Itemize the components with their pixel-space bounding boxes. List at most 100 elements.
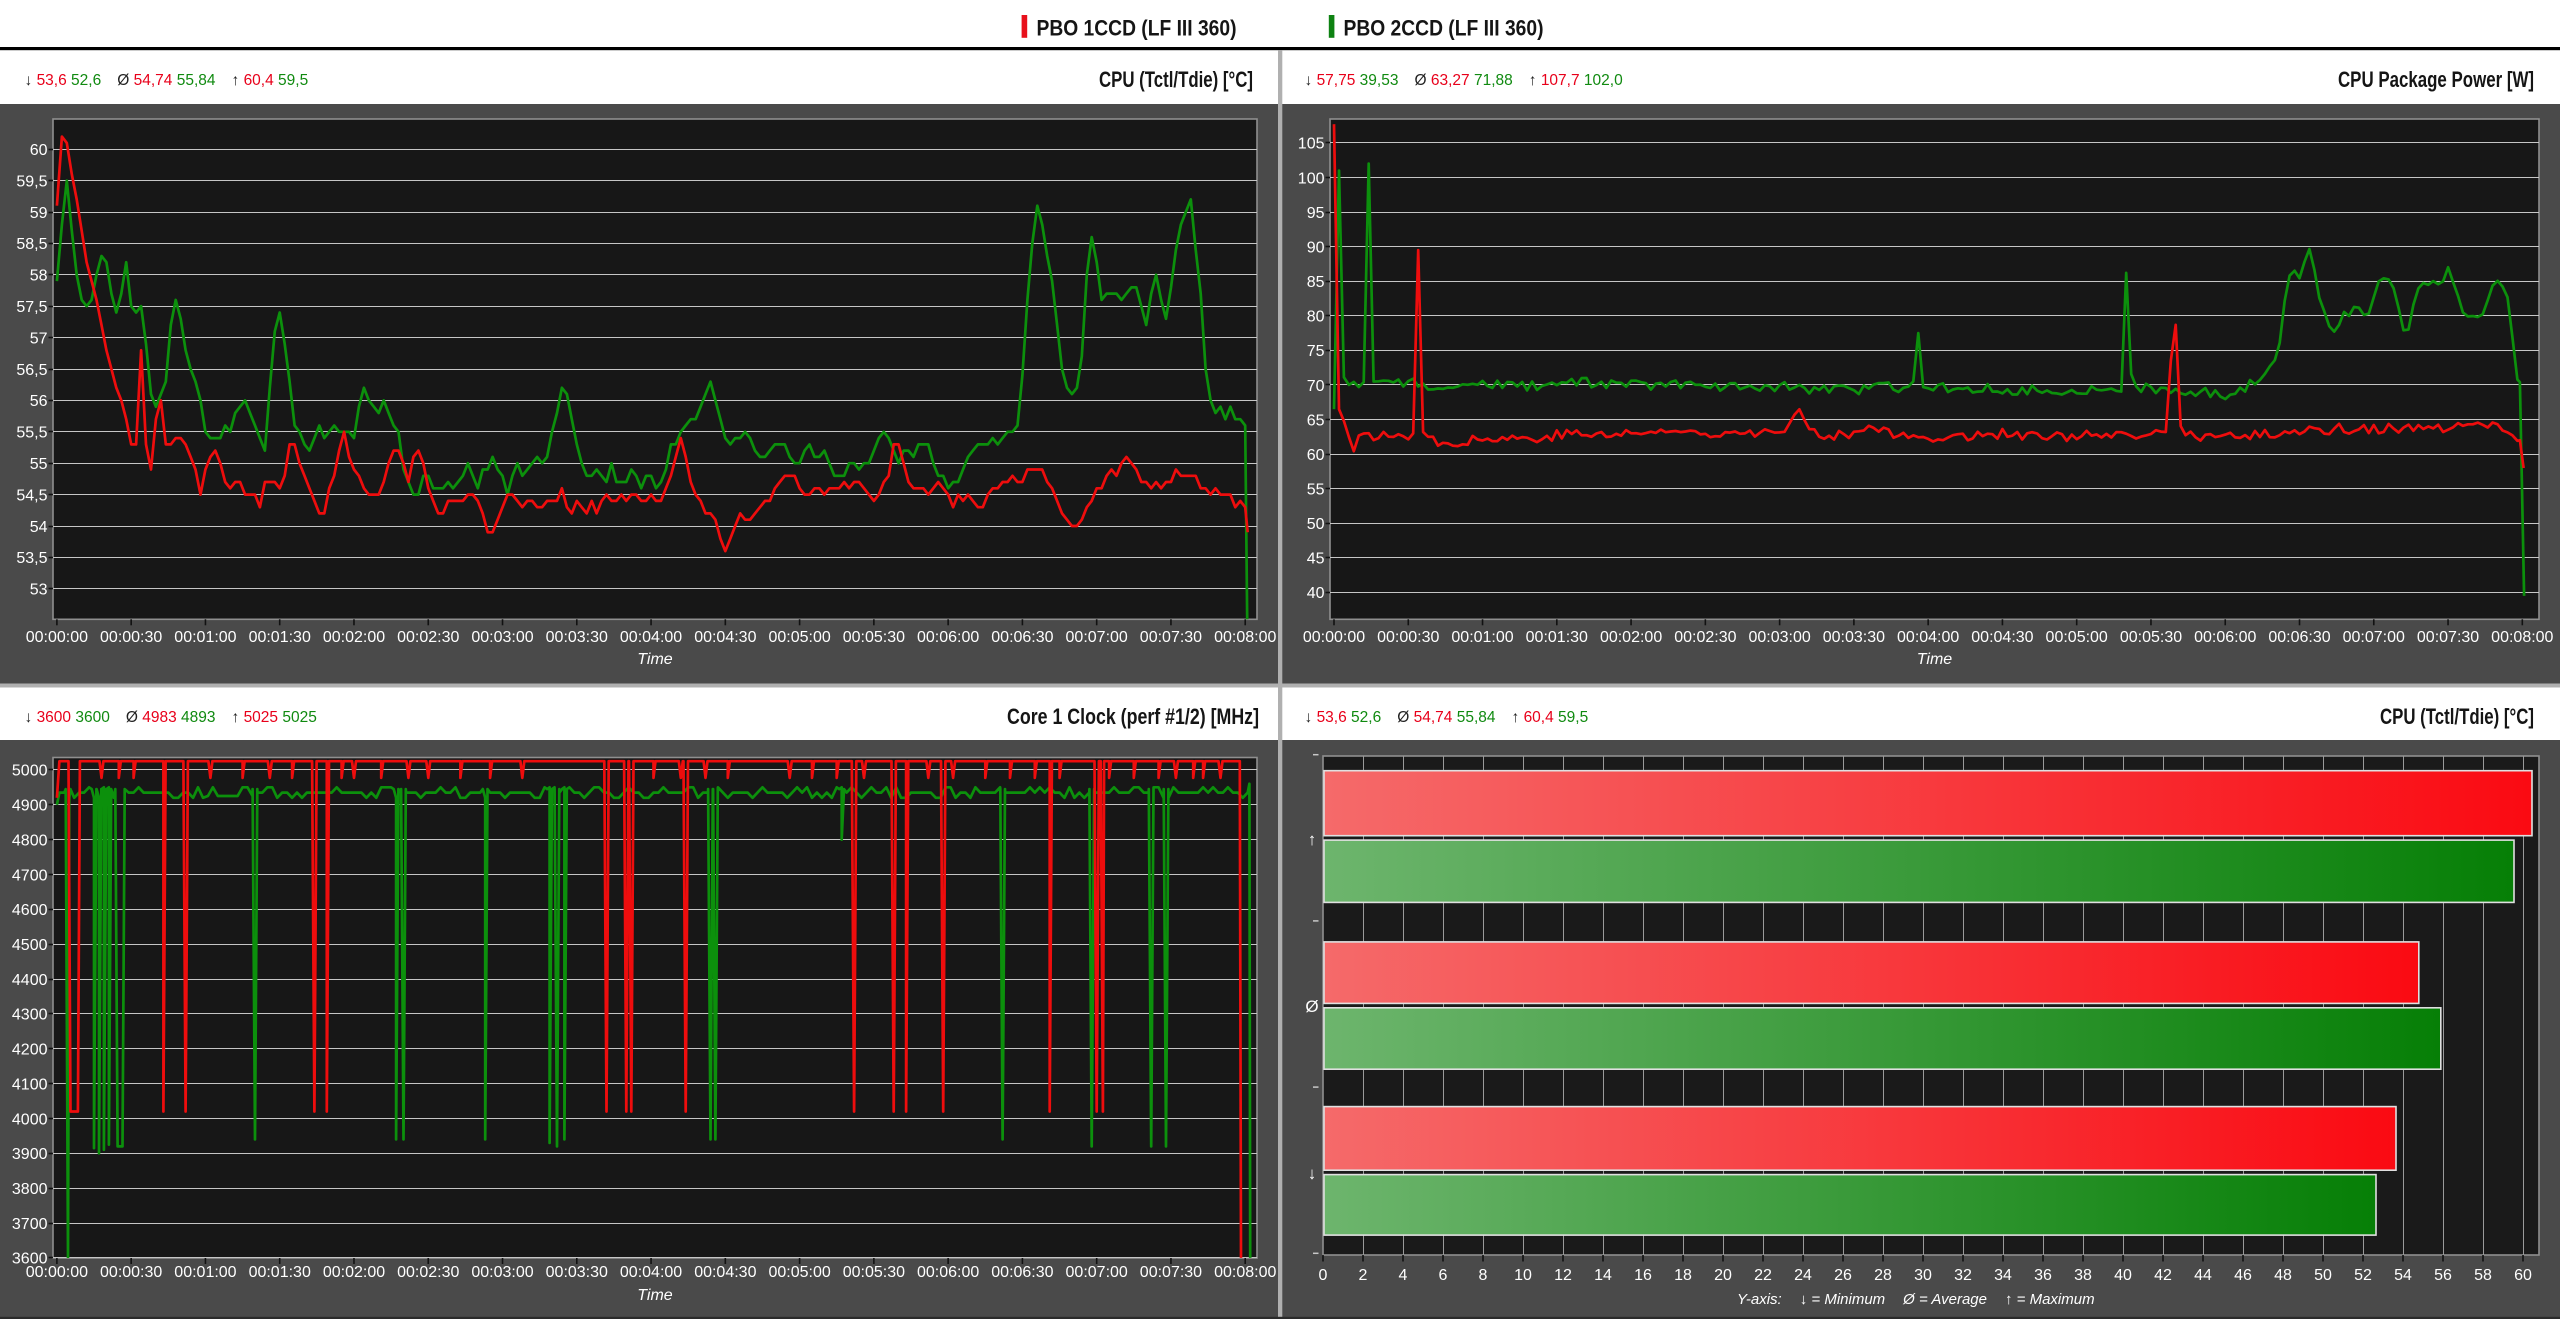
svg-text:85: 85 bbox=[1307, 274, 1325, 291]
svg-text:00:04:30: 00:04:30 bbox=[694, 1264, 756, 1281]
svg-text:00:00:30: 00:00:30 bbox=[1377, 629, 1439, 646]
svg-text:4200: 4200 bbox=[12, 1042, 48, 1059]
svg-text:00:06:00: 00:06:00 bbox=[917, 629, 979, 646]
svg-text:00:08:00: 00:08:00 bbox=[1214, 629, 1276, 646]
svg-text:00:03:00: 00:03:00 bbox=[471, 1264, 533, 1281]
svg-text:58: 58 bbox=[30, 268, 48, 285]
svg-text:4300: 4300 bbox=[12, 1007, 48, 1024]
svg-text:38: 38 bbox=[2074, 1267, 2092, 1284]
svg-text:4500: 4500 bbox=[12, 937, 48, 954]
svg-text:34: 34 bbox=[1994, 1267, 2012, 1284]
svg-text:24: 24 bbox=[1794, 1267, 1812, 1284]
svg-text:00:04:30: 00:04:30 bbox=[1971, 629, 2033, 646]
svg-text:28: 28 bbox=[1874, 1267, 1892, 1284]
svg-text:PBO 1CCD (LF III 360): PBO 1CCD (LF III 360) bbox=[1037, 16, 1237, 41]
svg-text:00:07:30: 00:07:30 bbox=[2417, 629, 2479, 646]
svg-text:56: 56 bbox=[2434, 1267, 2452, 1284]
svg-text:105: 105 bbox=[1298, 136, 1325, 153]
svg-text:00:01:30: 00:01:30 bbox=[249, 1264, 311, 1281]
svg-text:53: 53 bbox=[30, 582, 48, 599]
svg-text:95: 95 bbox=[1307, 205, 1325, 222]
svg-text:00:06:00: 00:06:00 bbox=[2194, 629, 2256, 646]
svg-text:00:02:30: 00:02:30 bbox=[397, 1264, 459, 1281]
svg-text:00:02:00: 00:02:00 bbox=[323, 629, 385, 646]
svg-text:3900: 3900 bbox=[12, 1146, 48, 1163]
svg-text:00:04:30: 00:04:30 bbox=[694, 629, 756, 646]
svg-text:40: 40 bbox=[1307, 585, 1325, 602]
svg-text:22: 22 bbox=[1754, 1267, 1772, 1284]
svg-text:00:00:00: 00:00:00 bbox=[26, 629, 88, 646]
svg-text:40: 40 bbox=[2114, 1267, 2132, 1284]
svg-text:26: 26 bbox=[1834, 1267, 1852, 1284]
svg-text:00:08:00: 00:08:00 bbox=[2491, 629, 2553, 646]
svg-text:53,5: 53,5 bbox=[16, 550, 47, 567]
svg-text:4900: 4900 bbox=[12, 798, 48, 815]
svg-text:00:03:00: 00:03:00 bbox=[1748, 629, 1810, 646]
svg-text:00:05:00: 00:05:00 bbox=[768, 629, 830, 646]
svg-text:90: 90 bbox=[1307, 239, 1325, 256]
svg-text:32: 32 bbox=[1954, 1267, 1972, 1284]
svg-text:45: 45 bbox=[1307, 551, 1325, 568]
svg-text:00:01:00: 00:01:00 bbox=[174, 629, 236, 646]
svg-text:57,5: 57,5 bbox=[16, 299, 47, 316]
svg-text:54: 54 bbox=[2394, 1267, 2412, 1284]
svg-text:6: 6 bbox=[1439, 1267, 1448, 1284]
svg-text:00:05:30: 00:05:30 bbox=[2120, 629, 2182, 646]
svg-text:56,5: 56,5 bbox=[16, 362, 47, 379]
svg-text:4800: 4800 bbox=[12, 832, 48, 849]
svg-text:00:02:00: 00:02:00 bbox=[323, 1264, 385, 1281]
svg-text:36: 36 bbox=[2034, 1267, 2052, 1284]
svg-text:56: 56 bbox=[30, 393, 48, 410]
svg-text:16: 16 bbox=[1634, 1267, 1652, 1284]
svg-text:60: 60 bbox=[30, 142, 48, 159]
svg-text:57: 57 bbox=[30, 330, 48, 347]
svg-text:5000: 5000 bbox=[12, 763, 48, 780]
svg-text:00:01:30: 00:01:30 bbox=[249, 629, 311, 646]
svg-text:↓ 53,6 52,6Ø 54,74 55,84↑ 60,4: ↓ 53,6 52,6 Ø 54,74 55,84 ↑ 60,4 59,5 bbox=[1305, 709, 1589, 726]
svg-text:Time: Time bbox=[637, 1287, 673, 1304]
svg-text:00:07:30: 00:07:30 bbox=[1140, 1264, 1202, 1281]
svg-text:00:03:00: 00:03:00 bbox=[471, 629, 533, 646]
svg-text:30: 30 bbox=[1914, 1267, 1932, 1284]
svg-text:↓ 57,75 39,53Ø 63,27 71,88↑ 10: ↓ 57,75 39,53 Ø 63,27 71,88 ↑ 107,7 102,0 bbox=[1305, 72, 1624, 89]
svg-text:75: 75 bbox=[1307, 343, 1325, 360]
svg-text:00:04:00: 00:04:00 bbox=[620, 1264, 682, 1281]
svg-text:00:06:30: 00:06:30 bbox=[991, 1264, 1053, 1281]
svg-text:Ø: Ø bbox=[1305, 997, 1318, 1016]
svg-text:00:08:00: 00:08:00 bbox=[1214, 1264, 1276, 1281]
svg-text:50: 50 bbox=[2314, 1267, 2332, 1284]
svg-text:00:06:00: 00:06:00 bbox=[917, 1264, 979, 1281]
svg-text:4400: 4400 bbox=[12, 972, 48, 989]
svg-text:00:06:30: 00:06:30 bbox=[2268, 629, 2330, 646]
svg-text:4000: 4000 bbox=[12, 1111, 48, 1128]
svg-text:50: 50 bbox=[1307, 516, 1325, 533]
svg-text:60: 60 bbox=[1307, 447, 1325, 464]
svg-text:00:07:30: 00:07:30 bbox=[1140, 629, 1202, 646]
svg-text:00:01:30: 00:01:30 bbox=[1526, 629, 1588, 646]
svg-text:2: 2 bbox=[1359, 1267, 1368, 1284]
svg-text:00:05:00: 00:05:00 bbox=[768, 1264, 830, 1281]
svg-text:00:07:00: 00:07:00 bbox=[2343, 629, 2405, 646]
svg-text:60: 60 bbox=[2514, 1267, 2532, 1284]
svg-text:8: 8 bbox=[1479, 1267, 1488, 1284]
svg-text:CPU Package Power [W]: CPU Package Power [W] bbox=[2338, 67, 2534, 92]
svg-text:100: 100 bbox=[1298, 170, 1325, 187]
svg-text:46: 46 bbox=[2234, 1267, 2252, 1284]
svg-text:00:00:00: 00:00:00 bbox=[1303, 629, 1365, 646]
svg-text:00:05:30: 00:05:30 bbox=[843, 629, 905, 646]
svg-text:↓: ↓ bbox=[1308, 1164, 1317, 1183]
svg-text:00:06:30: 00:06:30 bbox=[991, 629, 1053, 646]
svg-text:54: 54 bbox=[30, 519, 48, 536]
svg-text:00:00:30: 00:00:30 bbox=[100, 1264, 162, 1281]
svg-text:Time: Time bbox=[637, 651, 673, 668]
svg-text:↑: ↑ bbox=[1308, 830, 1317, 849]
svg-text:48: 48 bbox=[2274, 1267, 2292, 1284]
svg-text:0: 0 bbox=[1319, 1267, 1328, 1284]
svg-text:3800: 3800 bbox=[12, 1181, 48, 1198]
svg-text:Core 1 Clock (perf #1/2) [MHz]: Core 1 Clock (perf #1/2) [MHz] bbox=[1007, 704, 1259, 729]
svg-text:00:04:00: 00:04:00 bbox=[620, 629, 682, 646]
svg-text:00:03:30: 00:03:30 bbox=[546, 629, 608, 646]
svg-text:00:02:00: 00:02:00 bbox=[1600, 629, 1662, 646]
svg-text:PBO 2CCD (LF III 360): PBO 2CCD (LF III 360) bbox=[1344, 16, 1544, 41]
